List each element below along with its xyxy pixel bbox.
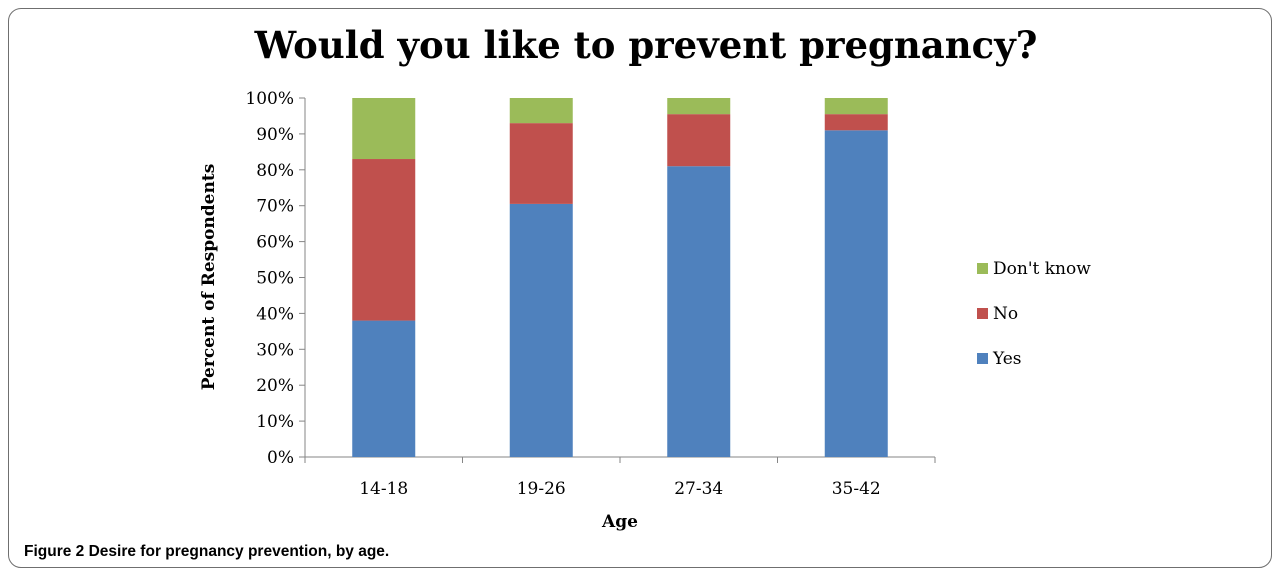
caption-text: Desire for pregnancy prevention, by age. [88,543,390,560]
bar-yes-19-26 [509,203,573,457]
x-tick-label: 14-18 [359,479,408,499]
x-tick-label: 19-26 [517,479,566,499]
x-tick-label: 35-42 [832,479,881,499]
bar-don-t-know-19-26 [509,98,573,124]
y-tick-label: 20% [256,376,294,396]
y-tick-label: 10% [256,412,294,432]
y-tick-label: 100% [245,89,294,109]
plot-area: 0% 10% 20% 30% 40% 50% 60% 70% 80% 90% 100% 14-18 19… [245,89,936,499]
figure-caption: Figure 2 Desire for pregnancy prevention… [24,543,389,561]
legend-swatch-don-t-know [977,263,988,274]
bar-don-t-know-27-34 [667,98,731,115]
legend-label-yes: Yes [992,349,1022,369]
x-tick-label: 27-34 [674,479,723,499]
bar-no-27-34 [667,114,731,167]
bar-yes-14-18 [352,320,416,457]
bar-yes-35-42 [824,130,888,457]
bar-no-19-26 [509,123,573,204]
bar-no-35-42 [824,114,888,131]
y-tick-label: 0% [267,448,294,468]
y-tick-label: 90% [256,125,294,145]
y-tick-label: 50% [256,269,294,289]
figure-frame [8,8,1272,568]
y-tick-label: 80% [256,161,294,181]
bar-no-14-18 [352,159,416,321]
x-axis-label: Age [601,512,638,532]
legend-label-don-t-know: Don't know [993,259,1091,279]
bar-don-t-know-14-18 [352,98,416,160]
y-axis-label: Percent of Respondents [199,164,219,391]
chart-title: Would you like to prevent pregnancy? [254,23,1038,67]
y-tick-label: 70% [256,197,294,217]
bar-yes-27-34 [667,166,731,457]
legend-label-no: No [993,304,1018,324]
bar-don-t-know-35-42 [824,98,888,115]
y-tick-label: 40% [256,304,294,324]
legend-swatch-no [977,308,988,319]
y-tick-label: 60% [256,233,294,253]
legend: Don't know No Yes [977,259,1091,369]
y-tick-label: 30% [256,340,294,360]
caption-label: Figure 2 [24,543,85,560]
legend-swatch-yes [977,353,988,364]
